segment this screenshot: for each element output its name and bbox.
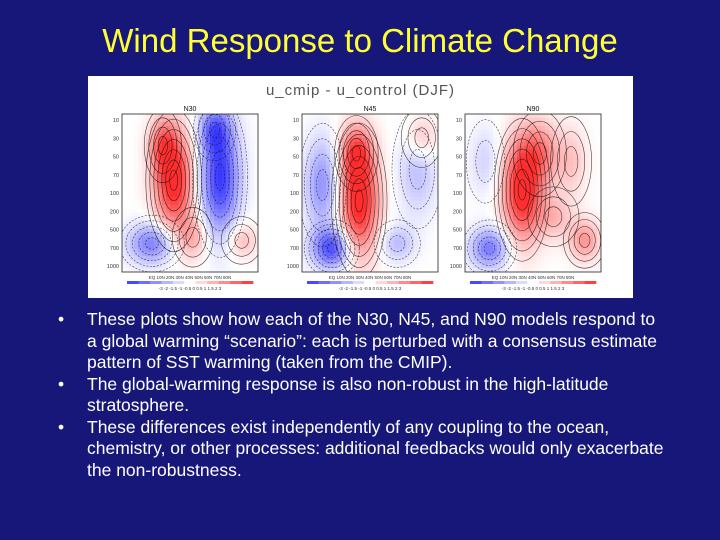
pressure-tick-label: 30 (456, 136, 462, 142)
bullet-list: • These plots show how each of the N30, … (58, 309, 668, 481)
slide-title: Wind Response to Climate Change (102, 22, 618, 59)
panel-label: N30 (184, 106, 197, 113)
pressure-tick-label: 700 (110, 246, 119, 252)
colorbar-labels: -3 -2 -1.5 -1 -0.5 0 0.5 1 1.5 2 3 (502, 286, 565, 291)
colorbar (307, 281, 434, 284)
bullet-text: The global-warming response is also non-… (87, 373, 609, 416)
panel-label: N45 (364, 106, 377, 113)
pressure-tick-label: 50 (113, 155, 119, 161)
colorbar (470, 281, 597, 284)
pressure-tick-label: 70 (113, 173, 119, 179)
pressure-tick-label: 1000 (450, 264, 462, 270)
colorbar-labels: -3 -2 -1.5 -1 -0.5 0 0.5 1 1.5 2 3 (339, 286, 402, 291)
contour-fill (122, 114, 258, 272)
pressure-tick-label: 200 (290, 209, 299, 215)
bullet-icon: • (58, 416, 65, 437)
contour-panel-n90: N90 10 30 50 70 100 200 500 700 1000 EQ 10N 20N 30… (450, 106, 602, 291)
pressure-tick-label: 100 (290, 191, 299, 197)
pressure-tick-label: 50 (293, 155, 299, 161)
figure-panel: N30 10 30 50 70 100 200 500 700 1000 EQ 10N 20N 30… (88, 76, 633, 298)
pressure-tick-label: 10 (293, 118, 299, 124)
pressure-tick-label: 1000 (287, 264, 299, 270)
pressure-tick-label: 200 (453, 209, 462, 215)
contour-lines (302, 114, 438, 272)
pressure-tick-label: 500 (110, 228, 119, 234)
pressure-tick-label: 500 (453, 228, 462, 234)
contour-figure: N30 10 30 50 70 100 200 500 700 1000 EQ 10N 20N 30… (107, 106, 602, 291)
latitude-axis-labels: EQ 10N 20N 30N 40N 50N 60N 70N 80N (329, 275, 412, 280)
colorbar (127, 281, 254, 284)
pressure-tick-label: 30 (113, 136, 119, 142)
panel-label: N90 (527, 106, 540, 113)
panel-frame (121, 113, 259, 273)
pressure-tick-label: 1000 (107, 264, 119, 270)
pressure-tick-label: 200 (110, 209, 119, 215)
contour-panel-n30: N30 10 30 50 70 100 200 500 700 1000 EQ 10N 20N 30… (107, 106, 259, 291)
bullet-item: • These plots show how each of the N30, … (58, 309, 668, 374)
bullet-item: • These differences exist independently … (58, 417, 668, 482)
latitude-axis-labels: EQ 10N 20N 30N 40N 50N 60N 70N 80N (492, 275, 575, 280)
pressure-tick-label: 100 (110, 191, 119, 197)
pressure-tick-label: 700 (290, 246, 299, 252)
contour-lines (122, 114, 258, 272)
pressure-tick-label: 10 (113, 118, 119, 124)
panel-frame (301, 113, 439, 273)
pressure-tick-label: 10 (456, 118, 462, 124)
bullet-icon: • (58, 309, 65, 329)
bullet-text: These differences exist independently of… (87, 416, 664, 480)
contour-fill (465, 114, 601, 272)
pressure-tick-label: 700 (453, 246, 462, 252)
contour-fill (302, 114, 438, 272)
pressure-tick-label: 70 (456, 173, 462, 179)
bullet-icon: • (58, 373, 65, 394)
pressure-tick-label: 30 (293, 136, 299, 142)
contour-panel-n45: N45 10 30 50 70 100 200 500 700 1000 EQ 10N 20N 30… (287, 106, 439, 291)
latitude-axis-labels: EQ 10N 20N 30N 40N 50N 60N 70N 80N (149, 275, 232, 280)
pressure-tick-label: 500 (290, 228, 299, 234)
pressure-tick-label: 100 (453, 191, 462, 197)
colorbar-labels: -3 -2 -1.5 -1 -0.5 0 0.5 1 1.5 2 3 (159, 286, 222, 291)
pressure-tick-label: 50 (456, 155, 462, 161)
bullet-text: These plots show how each of the N30, N4… (87, 309, 658, 372)
panel-frame (464, 113, 602, 273)
bullet-item: • The global-warming response is also no… (58, 374, 668, 417)
figure-caption: u_cmip - u_control (DJF) (265, 82, 456, 99)
pressure-tick-label: 70 (293, 173, 299, 179)
